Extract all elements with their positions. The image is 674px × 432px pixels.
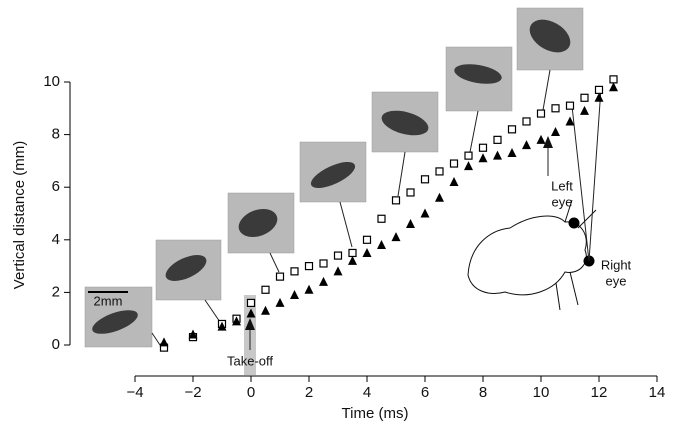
leader (543, 70, 550, 110)
triangle-point (392, 232, 401, 241)
chart: 2mm Take-off Left eye Right eye Time (ms… (0, 0, 674, 432)
square-point (320, 260, 327, 267)
square-point (567, 102, 574, 109)
square-point (610, 76, 617, 83)
triangle-point (609, 82, 618, 91)
x-tick-label: 12 (591, 384, 608, 401)
triangle-point (479, 153, 488, 162)
triangle-point (276, 298, 285, 307)
x-tick-label: 14 (649, 384, 666, 401)
left-eye (569, 218, 580, 229)
x-tick-label: 0 (247, 384, 255, 401)
x-tick-label: 6 (421, 384, 429, 401)
square-point (596, 86, 603, 93)
right-eye-label: Right (601, 257, 632, 272)
square-point (349, 249, 356, 256)
triangle-point (508, 148, 517, 157)
y-tick-label: 2 (52, 283, 60, 300)
square-point (378, 215, 385, 222)
square-point (552, 105, 559, 112)
triangle-point (290, 290, 299, 299)
triangle-point (522, 140, 531, 149)
bug-outline (468, 216, 586, 295)
square-point (306, 263, 313, 270)
triangle-point (421, 209, 430, 218)
square-point (538, 110, 545, 117)
left-eye-label: Left (551, 178, 573, 193)
triangle-point (334, 266, 343, 275)
right-eye-label: eye (606, 273, 627, 288)
square-point (480, 144, 487, 151)
leader (589, 88, 601, 261)
square-point (248, 299, 255, 306)
triangle-point (377, 240, 386, 249)
triangle-point (261, 306, 270, 315)
square-point (465, 152, 472, 159)
y-tick-label: 4 (52, 231, 60, 248)
x-tick-label: −2 (184, 384, 201, 401)
triangle-point (348, 256, 357, 265)
triangle-point (363, 248, 372, 257)
x-tick-label: −4 (126, 384, 143, 401)
square-point (436, 168, 443, 175)
leader (205, 300, 220, 322)
triangle-point (580, 106, 589, 115)
x-tick-label: 10 (533, 384, 550, 401)
square-point (523, 118, 530, 125)
leader (340, 202, 352, 247)
triangle-point (406, 219, 415, 228)
x-tick-label: 4 (363, 384, 371, 401)
square-point (422, 176, 429, 183)
leader (398, 152, 405, 196)
square-point (509, 126, 516, 133)
y-tick-label: 0 (52, 336, 60, 353)
left-eye-label: eye (552, 194, 573, 209)
square-point (451, 160, 458, 167)
leader (152, 333, 160, 345)
square-point (393, 197, 400, 204)
leader (270, 253, 279, 272)
triangle-point (537, 135, 546, 144)
y-tick-label: 10 (43, 73, 60, 90)
triangle-point (551, 127, 560, 136)
triangle-point (450, 177, 459, 186)
square-point (291, 268, 298, 275)
triangle-point (319, 277, 328, 286)
square-point (364, 236, 371, 243)
x-tick-label: 8 (479, 384, 487, 401)
triangle-point (160, 337, 169, 346)
square-point (581, 94, 588, 101)
y-tick-label: 6 (52, 178, 60, 195)
y-axis-label: Vertical distance (mm) (11, 141, 28, 289)
triangle-point (305, 285, 314, 294)
x-tick-label: 2 (305, 384, 313, 401)
square-point (262, 286, 269, 293)
triangle-point (493, 151, 502, 160)
square-point (407, 189, 414, 196)
leader (470, 111, 478, 152)
square-point (277, 273, 284, 280)
triangle-point (595, 93, 604, 102)
square-point (494, 136, 501, 143)
x-axis-label: Time (ms) (342, 405, 409, 422)
y-tick-label: 8 (52, 126, 60, 143)
triangle-point (464, 161, 473, 170)
square-point (335, 252, 342, 259)
triangle-point (435, 193, 444, 202)
scale-label: 2mm (94, 293, 123, 308)
takeoff-label: Take-off (227, 353, 273, 368)
